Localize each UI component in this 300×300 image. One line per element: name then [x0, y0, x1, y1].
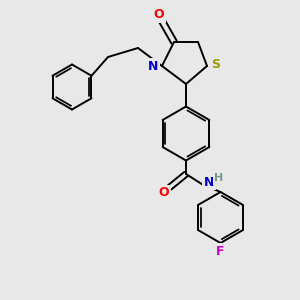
Text: N: N — [148, 59, 158, 73]
Text: O: O — [159, 186, 170, 200]
Text: H: H — [214, 173, 224, 183]
Text: O: O — [154, 8, 164, 22]
Text: F: F — [216, 245, 225, 258]
Text: S: S — [212, 58, 220, 71]
Text: N: N — [204, 176, 214, 189]
